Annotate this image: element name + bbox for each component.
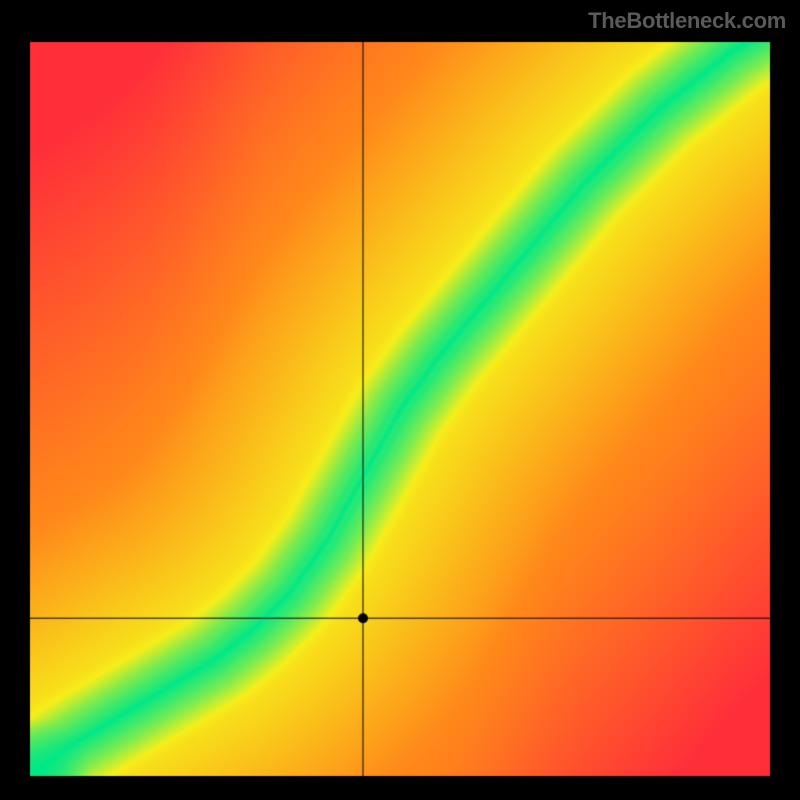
watermark-text: TheBottleneck.com bbox=[588, 8, 786, 34]
chart-container: TheBottleneck.com bbox=[0, 0, 800, 800]
bottleneck-heatmap bbox=[0, 0, 800, 800]
